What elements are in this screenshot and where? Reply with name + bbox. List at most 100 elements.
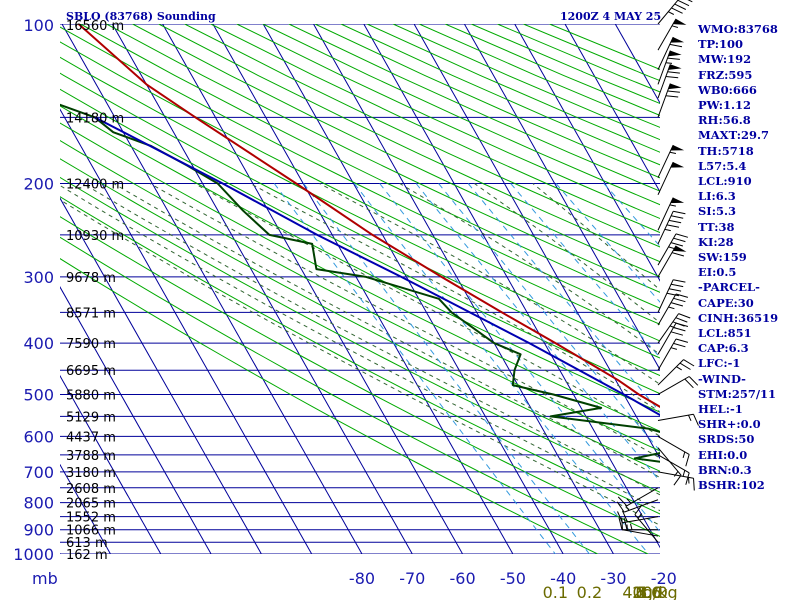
mixing-ratio-label: 0.1: [543, 583, 568, 600]
index-key: SI: [698, 204, 712, 219]
mixing-ratio-line: [379, 183, 660, 533]
wind-barb: [657, 454, 690, 485]
dry-adiabat: [60, 216, 660, 537]
index-row: STM:257/11: [698, 387, 798, 402]
index-row: EHI:0.0: [698, 448, 798, 463]
index-key: BRN: [698, 462, 728, 477]
index-separator: :: [736, 128, 741, 143]
height-label: 6695 m: [66, 364, 116, 379]
isotherm: [162, 24, 464, 554]
isotherm: [413, 24, 660, 460]
index-row: TT:38: [698, 220, 798, 235]
index-row: KI:28: [698, 235, 798, 250]
index-value: 851: [727, 326, 752, 341]
index-value: 910: [727, 174, 752, 189]
parcel-line: [94, 116, 660, 417]
index-value: 5.4: [726, 158, 747, 173]
index-value: 6.3: [728, 341, 749, 356]
index-value: 38: [718, 219, 735, 234]
index-row: SW:159: [698, 250, 798, 265]
dry-adiabat: [132, 24, 660, 278]
height-label: 14180 m: [66, 111, 124, 126]
index-key: SHR+: [698, 417, 737, 432]
index-separator: :: [711, 204, 716, 219]
index-key: TP: [698, 37, 715, 52]
mixing-ratio-label: 2.0: [637, 583, 662, 600]
index-separator: :: [722, 52, 728, 67]
index-value: 102: [740, 478, 765, 493]
index-row: BSHR:102: [698, 478, 798, 493]
index-separator: :: [733, 22, 738, 36]
index-row: LI:6.3: [698, 189, 798, 204]
index-row: WB0:666: [698, 83, 798, 98]
index-value: -1: [729, 402, 743, 417]
height-label: 3180 m: [66, 466, 116, 481]
moist-adiabat: [113, 183, 660, 479]
index-value: 0.0: [727, 447, 748, 462]
height-label: 2608 m: [66, 482, 116, 497]
height-label: 8571 m: [66, 306, 116, 321]
temperature-tick-label: -20: [651, 569, 677, 588]
temperature-tick-label: -30: [600, 569, 626, 588]
moist-adiabat: [149, 183, 660, 459]
index-separator: :: [724, 67, 729, 82]
isotherm: [0, 24, 10, 554]
index-value: 159: [722, 250, 747, 265]
index-key: HEL: [698, 402, 726, 417]
mixing-ratio-label: 10.0: [632, 583, 668, 600]
wind-barb: [634, 504, 659, 543]
wind-barb: [657, 471, 695, 491]
index-key: SW: [698, 250, 719, 265]
index-value: 50: [738, 432, 755, 447]
dry-adiabat: [60, 196, 660, 515]
index-value: 0.0: [740, 417, 761, 432]
index-row: BRN:0.3: [698, 463, 798, 478]
pressure-unit-label: mb: [32, 569, 58, 588]
wind-barb: [657, 18, 687, 51]
index-row: FRZ:595: [698, 68, 798, 83]
index-key: L57: [698, 158, 723, 173]
index-row: PW:1.12: [698, 98, 798, 113]
index-row: LCL:910: [698, 174, 798, 189]
index-value: 29.7: [740, 128, 769, 143]
dry-adiabat: [60, 105, 660, 413]
wind-barb: [657, 279, 686, 313]
series-layer: [60, 24, 660, 463]
index-separator: :: [727, 462, 732, 477]
dry-adiabat: [60, 158, 660, 472]
index-key: EI: [698, 265, 713, 280]
index-key: LFC: [698, 356, 724, 371]
moist-adiabat: [319, 183, 660, 386]
index-key: STM: [698, 386, 728, 401]
index-key: WB0: [698, 82, 729, 97]
index-key: WMO: [698, 22, 734, 36]
index-row: MW:192: [698, 52, 798, 67]
pressure-tick-label: 400: [23, 334, 54, 353]
index-row: EI:0.5: [698, 265, 798, 280]
dry-adiabat: [60, 236, 649, 554]
pressure-tick-label: 500: [23, 386, 54, 405]
isotherm: [262, 24, 564, 554]
mixing-ratio-line: [273, 183, 556, 554]
index-row: CAPE:30: [698, 296, 798, 311]
index-separator: :: [723, 174, 728, 189]
index-separator: :: [712, 265, 717, 280]
index-key: CAP: [698, 341, 725, 356]
index-value: 666: [732, 82, 757, 97]
mixing-ratio-label: 3.0: [637, 583, 662, 600]
wind-barb: [657, 413, 699, 426]
dry-adiabat: [60, 258, 598, 554]
wind-barb: [657, 83, 682, 118]
index-row: HEL:-1: [698, 402, 798, 417]
index-value: 28: [717, 234, 734, 249]
index-row: RH:56.8: [698, 113, 798, 128]
mixing-ratio-label: 1.0: [637, 583, 662, 600]
isotherm: [111, 24, 413, 554]
index-separator: :: [713, 234, 718, 249]
index-row: MAXT:29.7: [698, 128, 798, 143]
index-separator: :: [723, 326, 728, 341]
pressure-tick-label: 1000: [13, 545, 54, 564]
wind-barb: [657, 293, 689, 326]
dry-adiabat: [80, 24, 660, 309]
index-value: 1.12: [723, 98, 752, 113]
